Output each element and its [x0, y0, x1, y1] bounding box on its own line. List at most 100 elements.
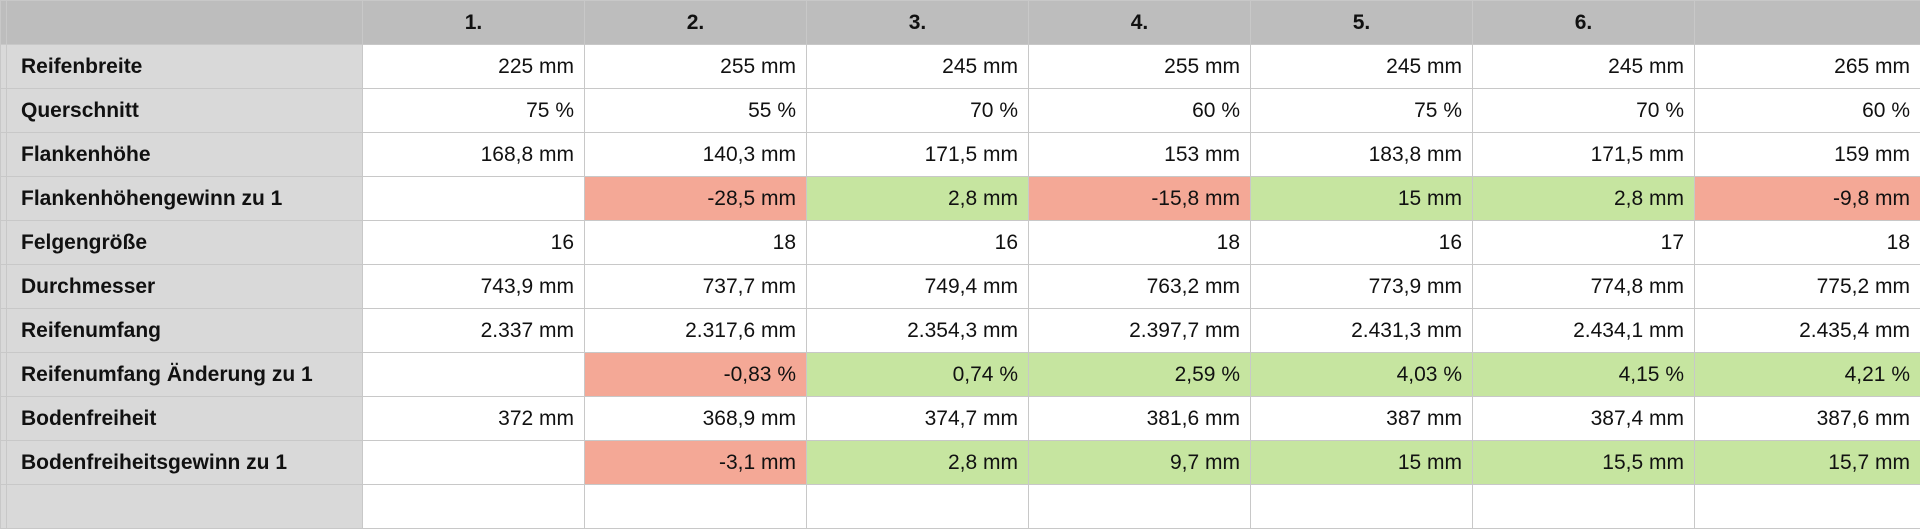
data-cell[interactable]: 374,7 mm [807, 397, 1029, 441]
data-cell[interactable]: 2.397,7 mm [1029, 309, 1251, 353]
data-cell[interactable]: 15 mm [1251, 177, 1473, 221]
data-cell[interactable]: 55 % [585, 89, 807, 133]
data-cell[interactable]: 17 [1473, 221, 1695, 265]
data-cell[interactable]: 773,9 mm [1251, 265, 1473, 309]
data-cell[interactable]: 140,3 mm [585, 133, 807, 177]
column-header[interactable]: 5. [1251, 1, 1473, 45]
data-cell[interactable]: 75 % [363, 89, 585, 133]
column-header[interactable]: 6. [1473, 1, 1695, 45]
data-cell[interactable]: 16 [363, 221, 585, 265]
row-label[interactable]: Bodenfreiheitsgewinn zu 1 [7, 441, 363, 485]
data-cell[interactable]: 387 mm [1251, 397, 1473, 441]
data-cell[interactable]: 245 mm [1251, 45, 1473, 89]
empty-cell [1029, 485, 1251, 529]
data-cell[interactable]: -15,8 mm [1029, 177, 1251, 221]
data-cell[interactable]: 372 mm [363, 397, 585, 441]
data-cell[interactable] [363, 353, 585, 397]
data-cell[interactable]: 2.337 mm [363, 309, 585, 353]
row-label[interactable]: Querschnitt [7, 89, 363, 133]
row-label[interactable]: Bodenfreiheit [7, 397, 363, 441]
data-cell[interactable]: 159 mm [1695, 133, 1920, 177]
column-header[interactable]: 3. [807, 1, 1029, 45]
empty-cell [7, 485, 363, 529]
empty-cell [1251, 485, 1473, 529]
data-cell[interactable] [363, 441, 585, 485]
data-cell[interactable]: 2,8 mm [807, 441, 1029, 485]
data-cell[interactable]: 0,74 % [807, 353, 1029, 397]
data-cell[interactable]: 245 mm [807, 45, 1029, 89]
data-cell[interactable]: -3,1 mm [585, 441, 807, 485]
row-label[interactable]: Reifenumfang [7, 309, 363, 353]
data-cell[interactable]: 75 % [1251, 89, 1473, 133]
data-cell[interactable]: 368,9 mm [585, 397, 807, 441]
row-label[interactable]: Durchmesser [7, 265, 363, 309]
data-cell[interactable]: 2.317,6 mm [585, 309, 807, 353]
empty-cell [585, 485, 807, 529]
data-cell[interactable]: 16 [1251, 221, 1473, 265]
column-header[interactable]: 4. [1029, 1, 1251, 45]
row-label[interactable]: Reifenbreite [7, 45, 363, 89]
data-cell[interactable]: 18 [1695, 221, 1920, 265]
row-label[interactable]: Felgengröße [7, 221, 363, 265]
data-cell[interactable]: 4,03 % [1251, 353, 1473, 397]
data-cell[interactable]: 255 mm [585, 45, 807, 89]
column-header[interactable]: 1. [363, 1, 585, 45]
data-cell[interactable]: 749,4 mm [807, 265, 1029, 309]
data-cell[interactable]: 2,59 % [1029, 353, 1251, 397]
column-header[interactable]: 2. [585, 1, 807, 45]
data-cell[interactable]: 381,6 mm [1029, 397, 1251, 441]
data-cell[interactable]: 743,9 mm [363, 265, 585, 309]
data-cell[interactable]: 2.434,1 mm [1473, 309, 1695, 353]
data-cell[interactable]: 2.354,3 mm [807, 309, 1029, 353]
data-cell[interactable]: 2,8 mm [1473, 177, 1695, 221]
row-label[interactable]: Reifenumfang Änderung zu 1 [7, 353, 363, 397]
data-cell[interactable]: 18 [585, 221, 807, 265]
column-header[interactable] [1695, 1, 1920, 45]
data-cell[interactable]: 2.435,4 mm [1695, 309, 1920, 353]
data-cell[interactable]: 15,7 mm [1695, 441, 1920, 485]
table-row: Reifenumfang Änderung zu 1 -0,83 %0,74 %2… [1, 353, 1920, 397]
data-cell[interactable]: 16 [807, 221, 1029, 265]
data-cell[interactable]: -0,83 % [585, 353, 807, 397]
data-cell[interactable]: 2.431,3 mm [1251, 309, 1473, 353]
data-cell[interactable]: 4,21 % [1695, 353, 1920, 397]
data-cell[interactable]: 387,4 mm [1473, 397, 1695, 441]
data-cell[interactable]: 225 mm [363, 45, 585, 89]
data-cell[interactable]: -28,5 mm [585, 177, 807, 221]
data-cell[interactable]: 171,5 mm [807, 133, 1029, 177]
data-cell[interactable]: 387,6 mm [1695, 397, 1920, 441]
data-cell[interactable]: 15 mm [1251, 441, 1473, 485]
data-cell[interactable]: 4,15 % [1473, 353, 1695, 397]
data-cell[interactable]: 168,8 mm [363, 133, 585, 177]
data-cell[interactable]: 245 mm [1473, 45, 1695, 89]
corner-cell[interactable] [7, 1, 363, 45]
data-cell[interactable]: 763,2 mm [1029, 265, 1251, 309]
data-cell[interactable]: 70 % [807, 89, 1029, 133]
data-cell[interactable]: 153 mm [1029, 133, 1251, 177]
data-cell[interactable]: 70 % [1473, 89, 1695, 133]
data-cell[interactable]: 60 % [1029, 89, 1251, 133]
data-cell[interactable]: 775,2 mm [1695, 265, 1920, 309]
data-cell[interactable]: 9,7 mm [1029, 441, 1251, 485]
row-label[interactable]: Flankenhöhengewinn zu 1 [7, 177, 363, 221]
data-cell[interactable]: 18 [1029, 221, 1251, 265]
data-cell[interactable]: 171,5 mm [1473, 133, 1695, 177]
row-label[interactable]: Flankenhöhe [7, 133, 363, 177]
data-cell[interactable]: 15,5 mm [1473, 441, 1695, 485]
data-cell[interactable]: 737,7 mm [585, 265, 807, 309]
data-cell[interactable] [363, 177, 585, 221]
data-cell[interactable]: -9,8 mm [1695, 177, 1920, 221]
table-row-partial [1, 485, 1920, 529]
data-cell[interactable]: 265 mm [1695, 45, 1920, 89]
data-cell[interactable]: 774,8 mm [1473, 265, 1695, 309]
data-cell[interactable]: 60 % [1695, 89, 1920, 133]
data-cell[interactable]: 183,8 mm [1251, 133, 1473, 177]
data-cell[interactable]: 2,8 mm [807, 177, 1029, 221]
data-cell[interactable]: 255 mm [1029, 45, 1251, 89]
